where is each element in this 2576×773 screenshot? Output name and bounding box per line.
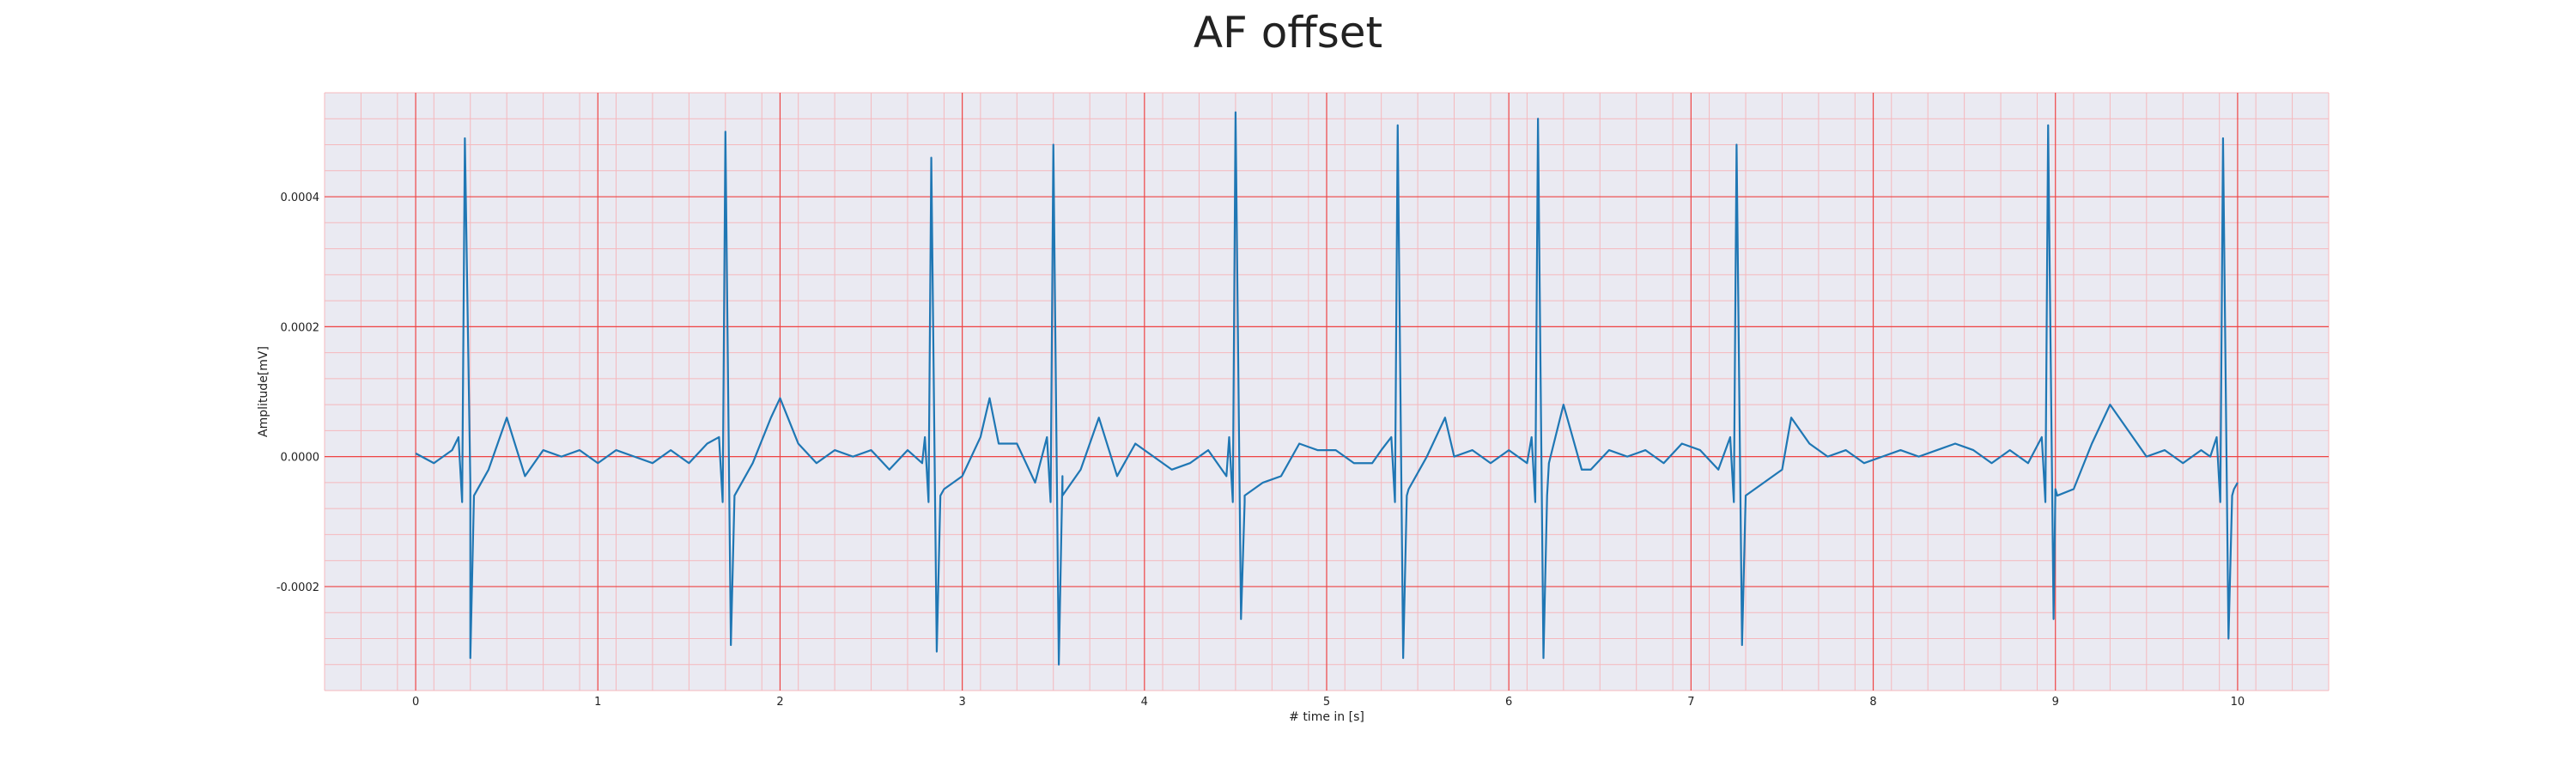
x-tick-label: 7 bbox=[1687, 696, 1694, 709]
y-tick-label: 0.0002 bbox=[281, 321, 320, 334]
series-layer bbox=[415, 111, 2239, 666]
x-tick-label: 9 bbox=[2052, 696, 2059, 709]
tick-labels: 0 1 2 3 4 5 6 7 8 9 10 -0.0002 0.0000 0.0002 0.0004 bbox=[276, 192, 2245, 709]
y-tick-label: 0.0004 bbox=[281, 192, 320, 204]
x-tick-label: 4 bbox=[1141, 696, 1148, 709]
y-tick-label: -0.0002 bbox=[276, 581, 319, 594]
x-tick-label: 8 bbox=[1869, 696, 1876, 709]
x-tick-label: 3 bbox=[958, 696, 965, 709]
x-tick-label: 10 bbox=[2231, 696, 2245, 709]
ecg-signal-line bbox=[415, 111, 2239, 666]
x-axis-label: # time in [s] bbox=[1289, 710, 1364, 724]
grid bbox=[324, 92, 2330, 691]
chart-title: AF offset bbox=[1193, 8, 1383, 58]
y-axis-label: Amplitude[mV] bbox=[257, 346, 270, 437]
y-tick-label: 0.0000 bbox=[281, 452, 320, 465]
x-tick-label: 5 bbox=[1323, 696, 1330, 709]
x-tick-label: 1 bbox=[594, 696, 601, 709]
x-tick-label: 6 bbox=[1505, 696, 1512, 709]
x-tick-label: 2 bbox=[776, 696, 783, 709]
x-tick-label: 0 bbox=[412, 696, 419, 709]
